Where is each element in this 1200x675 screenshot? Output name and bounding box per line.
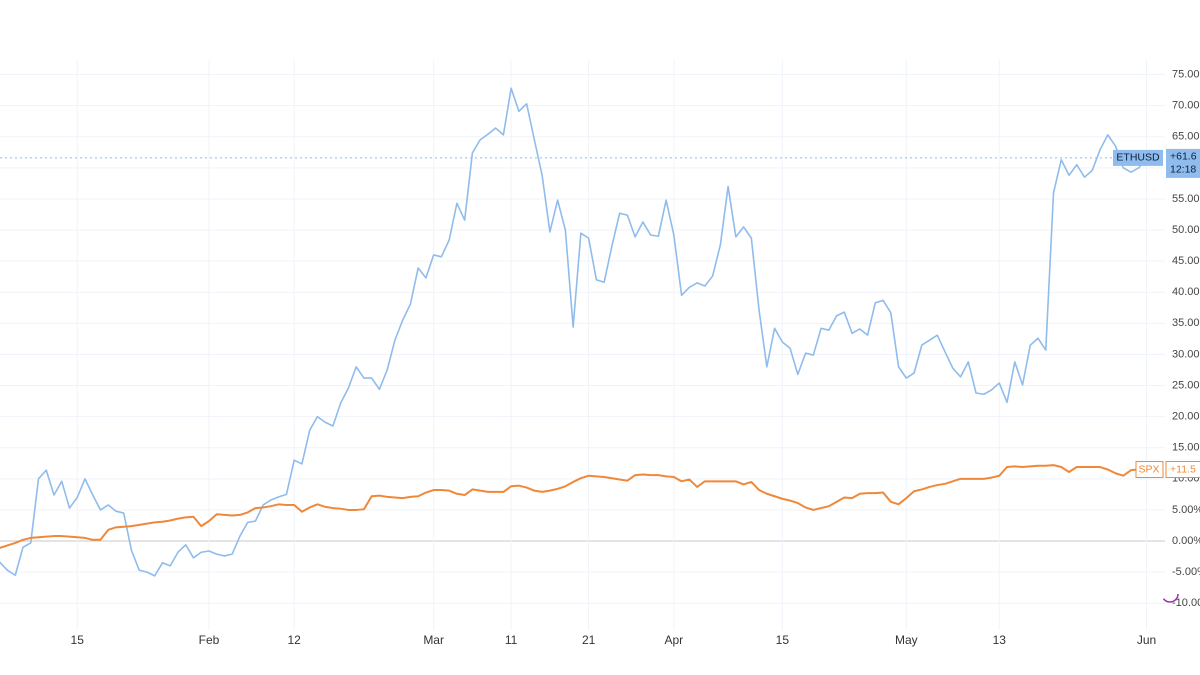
value-tag-text: +61.6 — [1170, 151, 1197, 163]
series-name: ETHUSD — [1116, 152, 1160, 164]
series-name: SPX — [1138, 463, 1159, 475]
x-tick-label: 13 — [993, 633, 1007, 647]
axes: 75.00%70.00%65.00%60.00%55.00%50.00%45.0… — [71, 68, 1200, 647]
y-tick-label: 0.00% — [1172, 535, 1200, 547]
series-name-tag — [1113, 149, 1163, 166]
indicator-icon — [1161, 585, 1179, 603]
plot-area — [0, 87, 1163, 577]
y-tick-label: 30.00% — [1172, 348, 1200, 360]
series-line — [0, 464, 1163, 549]
y-tick-label: 70.00% — [1172, 100, 1200, 112]
x-tick-label: Mar — [423, 633, 444, 647]
x-tick-label: 15 — [71, 633, 85, 647]
x-tick-label: 15 — [776, 633, 790, 647]
y-tick-label: 5.00% — [1172, 504, 1200, 516]
y-tick-label: 55.00% — [1172, 193, 1200, 205]
x-tick-label: Feb — [199, 633, 220, 647]
y-tick-label: 50.00% — [1172, 224, 1200, 236]
countdown-text: 12:18 — [1170, 164, 1196, 176]
y-tick-label: -10.00% — [1172, 597, 1200, 609]
y-tick-label: -5.00% — [1172, 566, 1200, 578]
x-tick-label: May — [895, 633, 918, 647]
x-tick-label: Apr — [665, 633, 684, 647]
y-tick-label: 40.00% — [1172, 286, 1200, 298]
x-tick-label: 12 — [288, 633, 302, 647]
y-tick-label: 15.00% — [1172, 442, 1200, 454]
y-tick-label: 75.00% — [1172, 68, 1200, 80]
x-tick-label: 21 — [582, 633, 596, 647]
value-tag-text: +11.5 — [1170, 463, 1196, 475]
value-tag — [1165, 461, 1200, 479]
y-tick-label: 45.00% — [1172, 255, 1200, 267]
y-tick-label: 25.00% — [1172, 379, 1200, 391]
value-tag — [1166, 148, 1200, 178]
series-line — [0, 87, 1163, 577]
grid — [0, 60, 1165, 630]
y-tick-label: 20.00% — [1172, 411, 1200, 423]
series-name-tag — [1135, 461, 1164, 479]
y-tick-label: 35.00% — [1172, 317, 1200, 329]
x-tick-label: 11 — [505, 633, 518, 647]
x-tick-label: Jun — [1137, 633, 1156, 647]
y-tick-label: 65.00% — [1172, 131, 1200, 143]
